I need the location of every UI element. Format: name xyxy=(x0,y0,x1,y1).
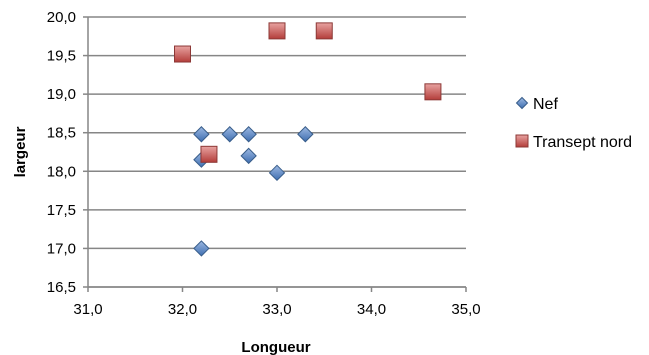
transept-nord-point xyxy=(268,22,286,40)
x-tick-label: 32,0 xyxy=(168,301,197,318)
legend-transept-nord-label: Transept nord xyxy=(533,134,632,151)
y-tick-label: 17,0 xyxy=(47,240,76,257)
nef-point xyxy=(193,240,210,257)
nef-point xyxy=(268,164,286,182)
y-tick-label: 18,5 xyxy=(47,125,76,142)
legend: Nef Transept nord xyxy=(515,96,632,151)
nef-point xyxy=(193,126,210,143)
x-tick-label: 33,0 xyxy=(262,301,291,318)
gridlines xyxy=(88,16,466,288)
transept-nord-point xyxy=(424,83,442,101)
x-tick-label: 34,0 xyxy=(357,301,386,318)
transept-nord-point xyxy=(315,22,333,40)
nef-point xyxy=(221,126,238,143)
legend-transept-nord-marker xyxy=(515,134,529,148)
axes xyxy=(83,16,467,292)
nef-point xyxy=(240,126,257,143)
y-tick-label: 18,0 xyxy=(47,163,76,180)
y-tick-label: 19,0 xyxy=(47,86,76,103)
x-axis-title: Longueur xyxy=(241,339,310,355)
legend-nef-marker xyxy=(515,96,529,110)
x-tick-label: 31,0 xyxy=(73,301,102,318)
x-tick-label: 35,0 xyxy=(451,301,480,318)
y-tick-label: 20,0 xyxy=(47,9,76,26)
nef-point xyxy=(297,126,314,143)
y-tick-label: 17,5 xyxy=(47,202,76,219)
transept-nord-point xyxy=(200,145,218,163)
tick-labels: 16,5 17,0 17,5 18,0 18,5 19,0 19,5 20,0 31,0 32,0… xyxy=(47,9,481,318)
transept-nord-point xyxy=(174,45,191,63)
data-points xyxy=(174,22,442,257)
legend-nef-label: Nef xyxy=(533,96,558,113)
nef-point xyxy=(240,147,257,165)
y-tick-label: 19,5 xyxy=(47,48,76,65)
y-axis-title: largeur xyxy=(12,126,29,177)
y-tick-label: 16,5 xyxy=(47,279,76,296)
